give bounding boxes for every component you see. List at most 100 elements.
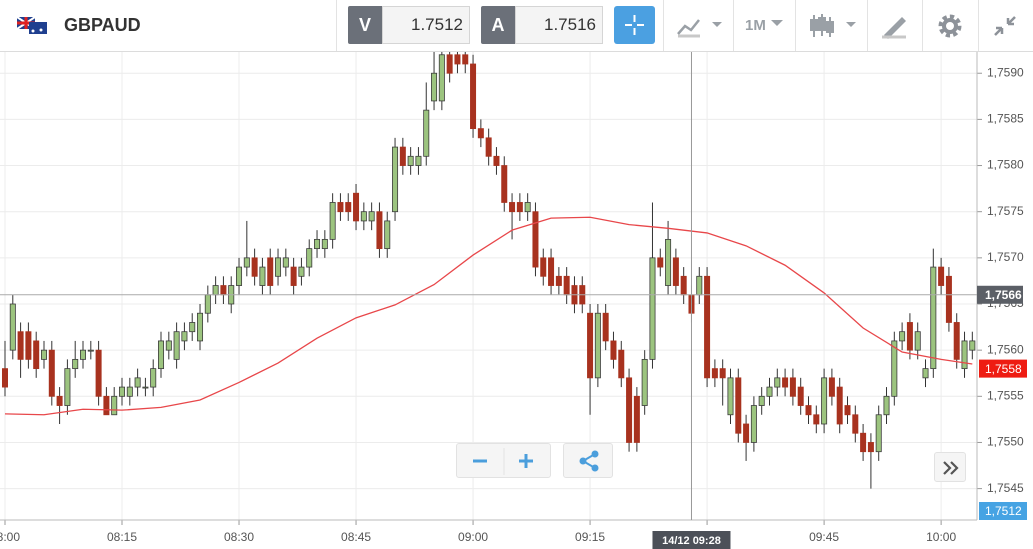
candle-body [555, 275, 562, 286]
candle-body [602, 312, 609, 342]
candle-body [150, 368, 157, 388]
settings-button[interactable] [937, 13, 963, 39]
candle-body [477, 128, 484, 139]
price-marker-label: 1,7512 [985, 504, 1022, 518]
candle-body [844, 405, 851, 416]
candle-body [298, 266, 305, 277]
crosshair-button[interactable] [614, 6, 655, 44]
candle-body [48, 349, 55, 397]
candle-body [828, 377, 835, 397]
candle-body [930, 266, 937, 370]
scroll-right-button[interactable] [934, 452, 966, 482]
candle-body [134, 377, 141, 388]
y-tick-label: 1,7555 [987, 388, 1024, 402]
candle-body [704, 275, 711, 379]
candle-body [509, 202, 516, 213]
candle-body [282, 257, 289, 268]
candle-body [220, 285, 227, 296]
candle-body [680, 275, 687, 296]
collapse-button[interactable] [992, 14, 1018, 38]
y-tick-label: 1,7590 [987, 65, 1024, 79]
share-button[interactable] [563, 443, 613, 478]
crosshair-x-box [652, 531, 731, 549]
candle-body [914, 331, 921, 351]
candle-body [111, 395, 118, 416]
interval[interactable]: 1M [745, 17, 766, 34]
candle-body [33, 340, 40, 370]
x-tick-label: 09:00 [458, 530, 488, 544]
candle-body [40, 349, 47, 360]
candle-body [899, 331, 906, 342]
candle-body [126, 386, 133, 397]
y-tick-label: 1,7575 [987, 204, 1024, 218]
draw-button[interactable] [880, 13, 910, 39]
moving-average [4, 216, 973, 416]
candle-body [64, 368, 71, 406]
candle-type-button[interactable] [808, 12, 858, 40]
candle-body [204, 294, 211, 314]
candle-body [540, 257, 547, 277]
candle-body [384, 220, 391, 250]
separator [922, 0, 923, 51]
y-tick-label: 1,7545 [987, 481, 1024, 495]
candle-body [774, 377, 781, 388]
candle-body [750, 405, 757, 443]
candle-body [470, 63, 477, 130]
price-marker-label: 1,7558 [985, 362, 1022, 376]
candle-body [392, 146, 399, 213]
candle-body [368, 211, 375, 222]
ask-label[interactable]: A [481, 6, 515, 44]
candle-body [423, 109, 430, 157]
candle-body [267, 257, 274, 286]
candle-body [501, 165, 508, 203]
candle-body [165, 340, 172, 351]
candle-body [969, 340, 976, 351]
x-tick-label: 08:45 [341, 530, 371, 544]
candle-body [25, 331, 32, 360]
candle-body [805, 405, 812, 416]
candle-body [399, 146, 406, 166]
candle-body [719, 368, 726, 379]
chevrons-icon [943, 461, 959, 475]
candle-body [665, 238, 672, 286]
candle-body [189, 322, 196, 333]
candle-body [353, 192, 360, 222]
candle-body [438, 54, 445, 102]
candle-body [516, 202, 523, 213]
candle-body [462, 54, 469, 65]
chart-type-button[interactable] [676, 14, 726, 38]
bid-price[interactable]: 1.7512 [382, 6, 470, 44]
separator [336, 0, 337, 51]
zoom-icons [473, 448, 533, 475]
x-tick-label: 09:15 [575, 530, 605, 544]
candle-body [758, 395, 765, 406]
bid-label[interactable]: V [348, 6, 382, 44]
candle-body [80, 349, 87, 360]
candle-body [236, 266, 243, 286]
candle-body [56, 395, 63, 406]
candle-body [415, 155, 422, 166]
x-tick-label: 08:15 [107, 530, 137, 544]
flag-icon [17, 17, 47, 34]
candle-body [766, 386, 773, 397]
candle-body [87, 349, 94, 352]
separator [867, 0, 868, 51]
candle-body [142, 386, 149, 389]
candle-body [945, 275, 952, 323]
candle-body [953, 322, 960, 360]
candle-body [883, 395, 890, 416]
candle-body [891, 340, 898, 397]
candle-body [633, 395, 640, 443]
candle-body [321, 238, 328, 250]
candle-body [618, 349, 625, 379]
crosshair-y-label: 1,7566 [985, 288, 1022, 302]
candle-body [17, 331, 24, 360]
crosshair-icon [625, 15, 644, 35]
candle-body [610, 340, 617, 360]
candle-body [446, 54, 453, 74]
ask-price[interactable]: 1.7516 [515, 6, 603, 44]
candle-body [173, 331, 180, 360]
price-marker-box [979, 502, 1027, 520]
crosshair-x-label: 14/12 09:28 [662, 535, 721, 547]
candle-body [852, 414, 859, 434]
